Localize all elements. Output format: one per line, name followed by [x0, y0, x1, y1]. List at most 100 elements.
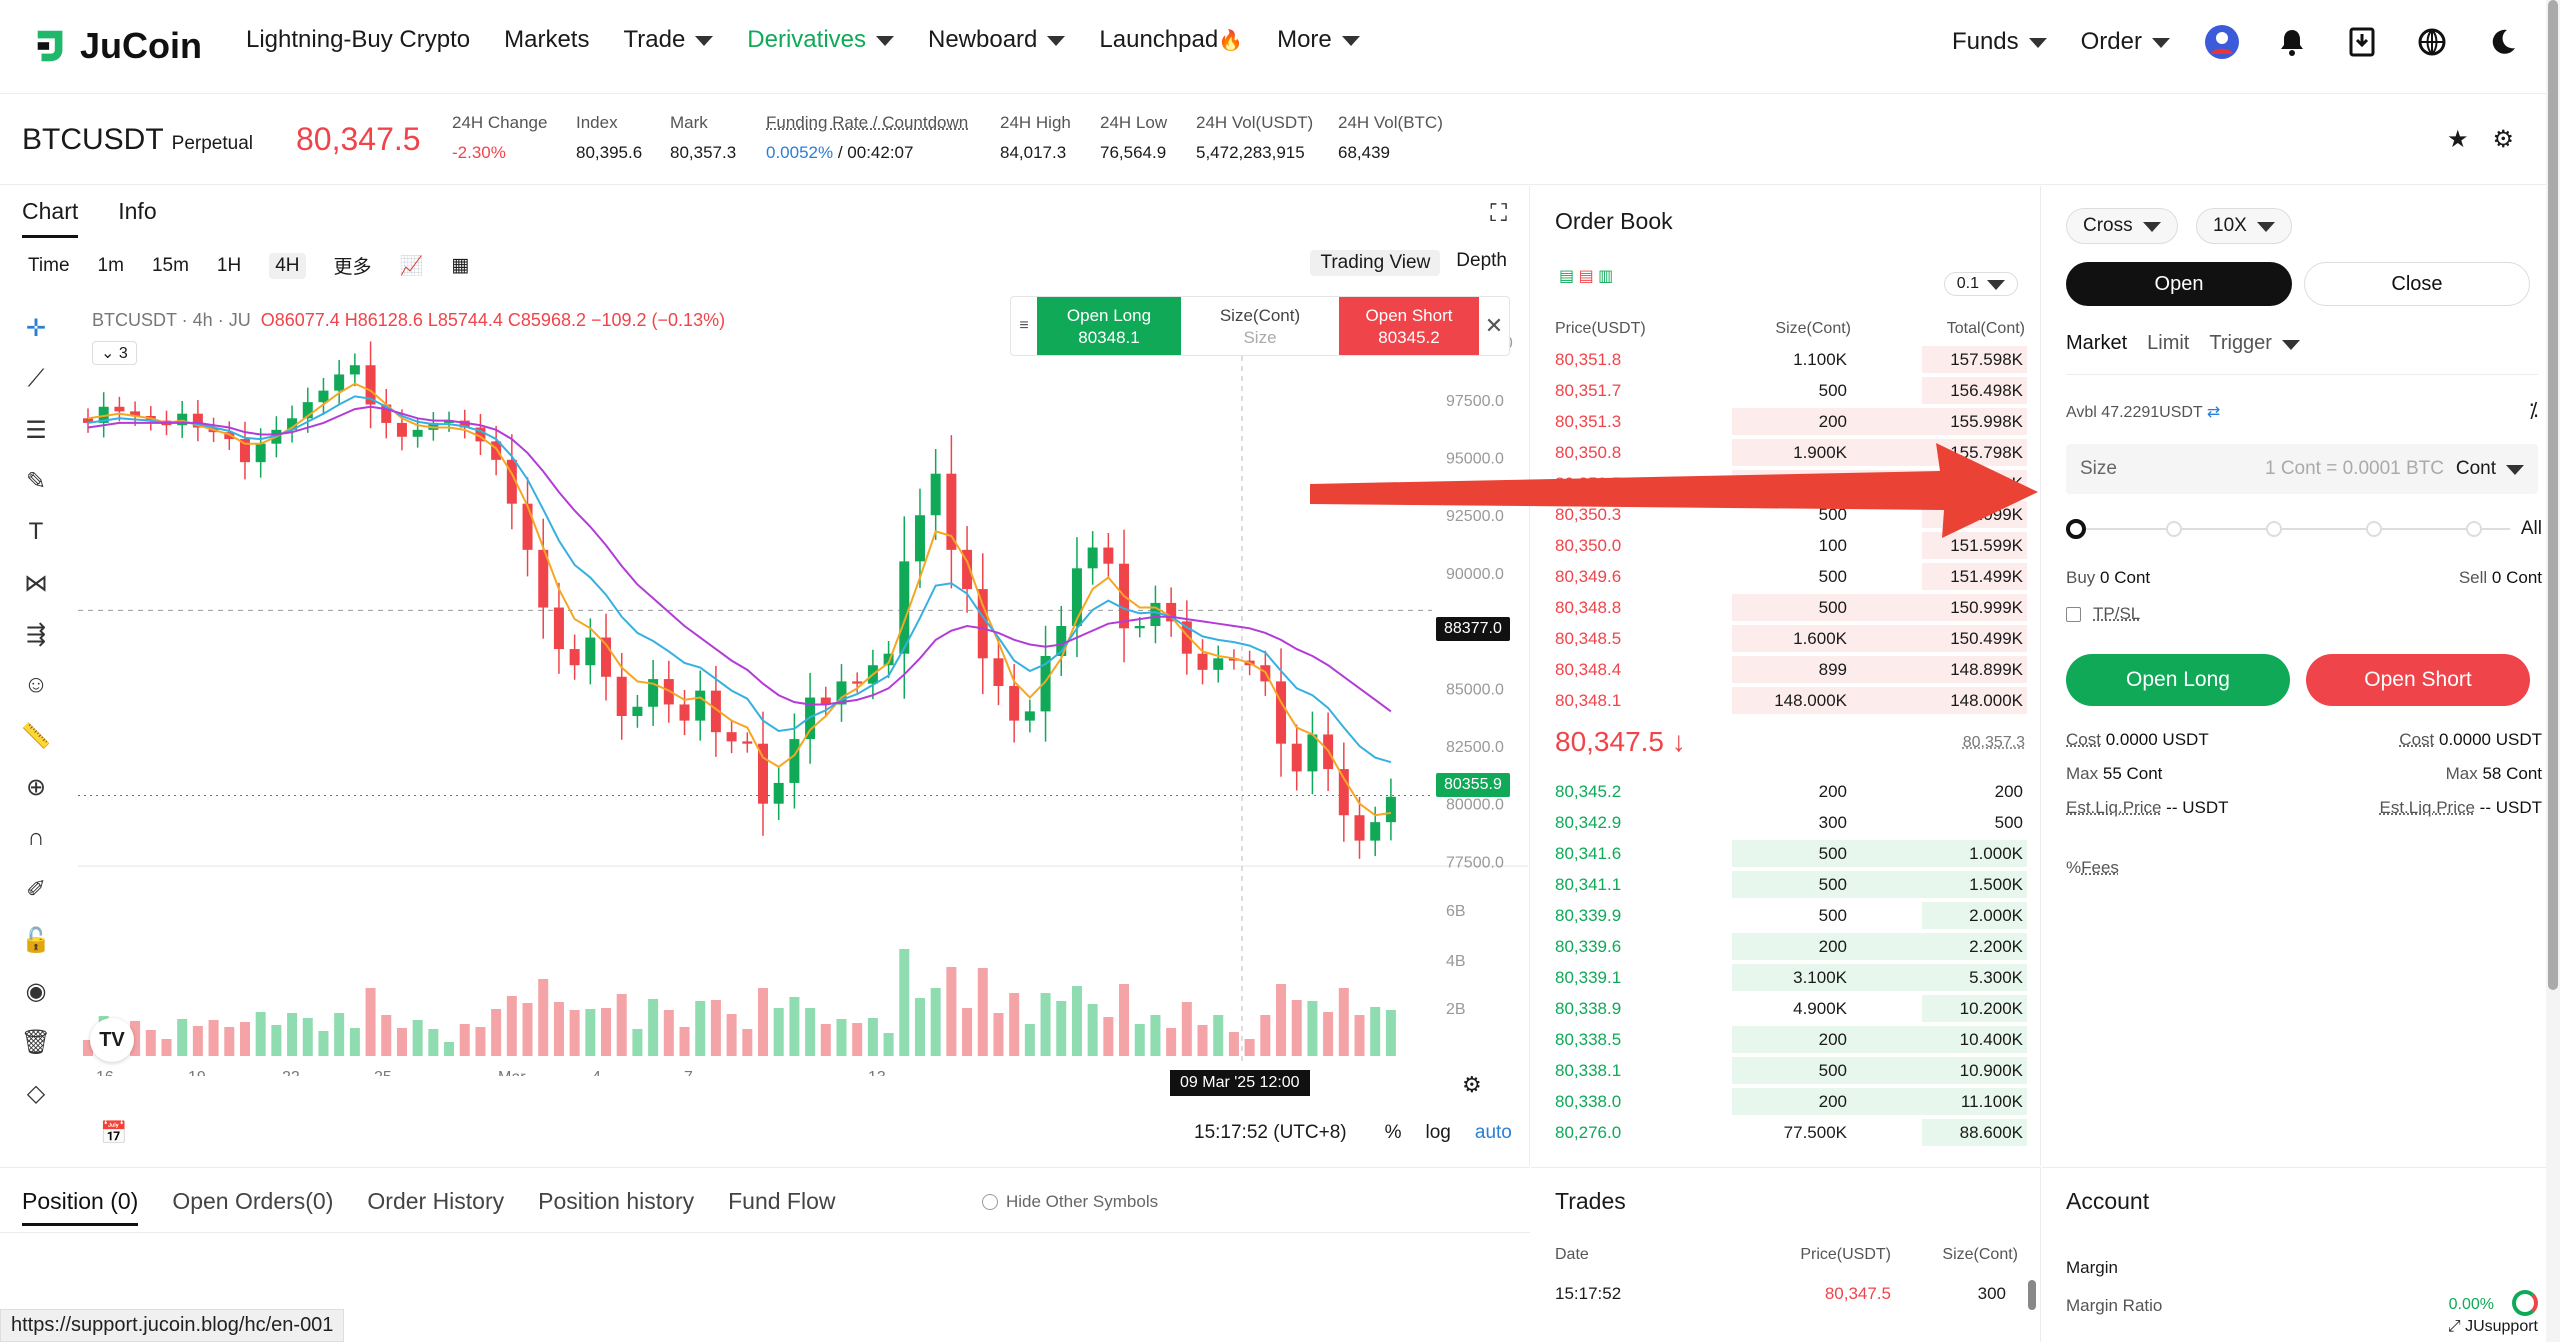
- checkbox[interactable]: [2066, 606, 2081, 622]
- ask-row[interactable]: 80,351.8 1.100K 157.598K: [1551, 344, 2027, 375]
- percent-scale-button[interactable]: %: [1384, 1122, 1402, 1143]
- pattern-icon[interactable]: ⋈: [24, 569, 48, 597]
- chart-settings-icon[interactable]: ⚙: [1462, 1072, 1482, 1097]
- scrollbar-thumb[interactable]: [2548, 0, 2558, 990]
- timeframe-1h[interactable]: 1H: [216, 254, 242, 276]
- tab-position-history[interactable]: Position history: [538, 1188, 695, 1214]
- ruler-icon[interactable]: 📏: [21, 722, 51, 750]
- slider-mark[interactable]: [2266, 521, 2282, 537]
- nav-item-newboard[interactable]: Newboard: [928, 26, 1066, 54]
- trend-line-icon[interactable]: ⟋: [27, 365, 45, 392]
- size-unit-select[interactable]: Cont: [2456, 458, 2524, 480]
- tab-trigger[interactable]: Trigger: [2209, 332, 2300, 355]
- book-layout-icons[interactable]: ▤ ▤ ▥: [1559, 268, 1614, 285]
- quick-open-short-button[interactable]: Open Short 80345.2: [1339, 297, 1479, 355]
- layers-icon[interactable]: ◇: [26, 1079, 46, 1107]
- ask-row[interactable]: 80,348.1 148.000K 148.000K: [1551, 685, 2027, 716]
- ask-row[interactable]: 80,350.0 100 151.599K: [1551, 530, 2027, 561]
- bid-row[interactable]: 80,342.9 300 500: [1551, 807, 2027, 838]
- timeframe-15m[interactable]: 15m: [151, 254, 189, 276]
- tab-fund-flow[interactable]: Fund Flow: [728, 1188, 836, 1214]
- trades-scrollbar[interactable]: [2028, 1280, 2036, 1310]
- globe-icon[interactable]: [2414, 24, 2450, 60]
- tab-limit[interactable]: Limit: [2147, 332, 2190, 354]
- text-icon[interactable]: T: [28, 518, 44, 545]
- ask-row[interactable]: 80,348.5 1.600K 150.499K: [1551, 623, 2027, 654]
- moon-icon[interactable]: [2484, 24, 2520, 60]
- bid-row[interactable]: 80,339.9 500 2.000K: [1551, 900, 2027, 931]
- fullscreen-icon[interactable]: ⛶: [1490, 200, 1507, 227]
- nav-item-more[interactable]: More: [1277, 26, 1360, 54]
- slider-mark[interactable]: [2466, 521, 2482, 537]
- depth-button[interactable]: Depth: [1456, 250, 1507, 271]
- ask-row[interactable]: 80,351.7 500 156.498K: [1551, 375, 2027, 406]
- open-long-button[interactable]: Open Long: [2066, 654, 2290, 706]
- bid-row[interactable]: 80,338.5 200 10.400K: [1551, 1024, 2027, 1055]
- page-scrollbar[interactable]: [2546, 0, 2560, 1342]
- open-short-button[interactable]: Open Short: [2306, 654, 2530, 706]
- bid-row[interactable]: 80,276.0 77.500K 88.600K: [1551, 1117, 2027, 1148]
- log-scale-button[interactable]: log: [1425, 1122, 1451, 1143]
- size-slider[interactable]: [2066, 519, 2510, 539]
- close-icon[interactable]: ✕: [1484, 313, 1504, 338]
- bid-row[interactable]: 80,341.1 500 1.500K: [1551, 869, 2027, 900]
- bid-row[interactable]: 80,341.6 500 1.000K: [1551, 838, 2027, 869]
- tab-open-orders[interactable]: Open Orders(0): [172, 1188, 334, 1214]
- download-icon[interactable]: [2344, 24, 2380, 60]
- nav-item-trade[interactable]: Trade: [623, 26, 714, 54]
- emoji-icon[interactable]: ☺: [23, 671, 49, 698]
- tab-position[interactable]: Position (0): [22, 1188, 139, 1226]
- close-tab-button[interactable]: Close: [2304, 262, 2530, 306]
- quick-open-long-button[interactable]: Open Long 80348.1: [1037, 297, 1181, 355]
- bid-row[interactable]: 80,338.0 200 11.100K: [1551, 1086, 2027, 1117]
- horizontal-lines-icon[interactable]: ☰: [25, 416, 47, 444]
- calculator-icon[interactable]: ⁒: [2529, 400, 2538, 422]
- quick-size-input[interactable]: Size(Cont) Size: [1181, 297, 1339, 355]
- timeframe-more[interactable]: 更多: [333, 257, 372, 278]
- gear-icon[interactable]: ⚙: [2492, 126, 2514, 153]
- tpsl-toggle[interactable]: TP/SL: [2066, 604, 2140, 624]
- bid-row[interactable]: 80,345.2 200 200: [1551, 776, 2027, 807]
- all-button[interactable]: All: [2520, 518, 2542, 539]
- bid-row[interactable]: 80,338.9 4.900K 10.200K: [1551, 993, 2027, 1024]
- timeframe-time[interactable]: Time: [28, 254, 70, 276]
- bid-row[interactable]: 80,339.1 3.100K 5.300K: [1551, 962, 2027, 993]
- ask-row[interactable]: 80,350.3 500 152.099K: [1551, 499, 2027, 530]
- ask-row[interactable]: 80,348.4 899 148.899K: [1551, 654, 2027, 685]
- tab-order-history[interactable]: Order History: [367, 1188, 505, 1214]
- order-menu[interactable]: Order: [2081, 28, 2170, 56]
- trash-icon[interactable]: 🗑: [20, 1028, 52, 1056]
- slider-handle[interactable]: [2066, 519, 2086, 539]
- eye-icon[interactable]: ◉: [25, 977, 47, 1005]
- prediction-icon[interactable]: ⇶: [25, 620, 47, 648]
- lock-drawing-icon[interactable]: ✐: [25, 875, 47, 903]
- trading-view-button[interactable]: Trading View: [1310, 250, 1441, 276]
- template-icon[interactable]: ▦: [451, 255, 470, 276]
- funds-menu[interactable]: Funds: [1952, 28, 2047, 56]
- ask-row[interactable]: 80,351.3 200 155.998K: [1551, 406, 2027, 437]
- transfer-icon[interactable]: ⇄: [2206, 404, 2221, 421]
- menu-icon[interactable]: ≡: [1019, 317, 1029, 334]
- support-button[interactable]: ⤢ JUsupport: [2441, 1316, 2544, 1338]
- logo[interactable]: JuCoin: [32, 22, 202, 70]
- nav-item-launchpad[interactable]: Launchpad 🔥: [1099, 26, 1243, 54]
- nav-item-markets[interactable]: Markets: [504, 26, 589, 54]
- size-input[interactable]: Size 1 Cont = 0.0001 BTC Cont: [2066, 444, 2538, 494]
- price-chart[interactable]: 100000.097500.095000.092500.090000.08750…: [78, 296, 1528, 1076]
- nav-item-lightning-buy-crypto[interactable]: Lightning-Buy Crypto: [246, 26, 470, 54]
- open-tab-button[interactable]: Open: [2066, 262, 2292, 306]
- tab-info[interactable]: Info: [118, 198, 157, 224]
- hide-other-symbols-toggle[interactable]: Hide Other Symbols: [982, 1192, 1158, 1212]
- fees-link[interactable]: %Fees: [2066, 858, 2119, 878]
- bid-row[interactable]: 80,339.6 200 2.200K: [1551, 931, 2027, 962]
- ask-row[interactable]: 80,350.8 1.900K 155.798K: [1551, 437, 2027, 468]
- tab-chart[interactable]: Chart: [22, 198, 79, 238]
- brush-icon[interactable]: ✎: [25, 467, 47, 495]
- indicator-toggle[interactable]: ⌄ 3: [92, 341, 137, 365]
- calendar-icon[interactable]: 📅: [100, 1120, 128, 1145]
- leverage-select[interactable]: 10X: [2196, 208, 2292, 244]
- precision-select[interactable]: 0.1: [1943, 272, 2018, 296]
- slider-mark[interactable]: [2366, 521, 2382, 537]
- symbol-selector[interactable]: BTCUSDT Perpetual: [22, 123, 253, 157]
- auto-scale-button[interactable]: auto: [1474, 1122, 1512, 1143]
